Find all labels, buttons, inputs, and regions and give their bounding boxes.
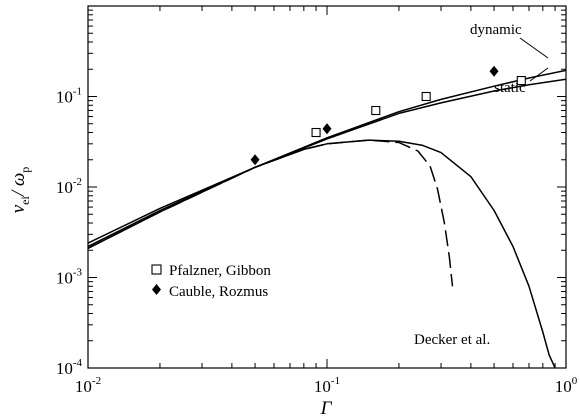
- y-label-den-sub: p: [18, 167, 32, 173]
- series-line-dashed: [88, 139, 454, 287]
- y-tick-label: 10-4: [56, 357, 83, 378]
- plot-frame: [87, 5, 567, 369]
- annotation-dynamic-leader: [519, 37, 549, 59]
- y-tick-label: 10-1: [56, 86, 82, 107]
- data-point-pfalzner: [371, 105, 381, 116]
- annotation-dynamic: dynamic: [470, 22, 522, 38]
- annotation-static: static: [494, 80, 526, 96]
- y-label-num: ν: [8, 204, 29, 213]
- legend-label-pfalzner: Pfalzner, Gibbon: [169, 263, 271, 279]
- x-tick-label: 10-1: [314, 375, 340, 396]
- annotation-static-leader: [529, 67, 549, 82]
- svg-text:νei/ ωp: νei/ ωp: [8, 167, 32, 214]
- y-label-num-sub: ei: [18, 196, 32, 205]
- y-axis-label: νei/ ωp: [8, 167, 32, 214]
- series-line-static: [88, 78, 566, 248]
- y-label-sep: /: [8, 186, 29, 197]
- data-point-cauble: [250, 154, 260, 166]
- data-point-pfalzner: [516, 76, 526, 86]
- legend-label-cauble: Cauble, Rozmus: [169, 284, 268, 300]
- data-point-pfalzner: [311, 127, 321, 138]
- y-tick-label: 10-3: [56, 267, 83, 288]
- data-point-pfalzner: [421, 91, 431, 102]
- data-point-cauble: [322, 123, 332, 135]
- data-point-cauble: [489, 65, 499, 77]
- x-axis-label: Γ: [320, 398, 333, 418]
- x-tick-label: 100: [555, 375, 578, 396]
- series-line-dynamic: [88, 69, 566, 244]
- legend: Pfalzner, Gibbon Cauble, Rozmus: [151, 263, 271, 300]
- x-tick-label: 10-2: [75, 375, 101, 396]
- y-label-den: ω: [8, 173, 29, 186]
- y-tick-label: 10-2: [56, 176, 82, 197]
- legend-marker-pfalzner: [151, 264, 162, 275]
- annotation-decker: Decker et al.: [414, 332, 490, 348]
- legend-marker-cauble: [152, 284, 161, 295]
